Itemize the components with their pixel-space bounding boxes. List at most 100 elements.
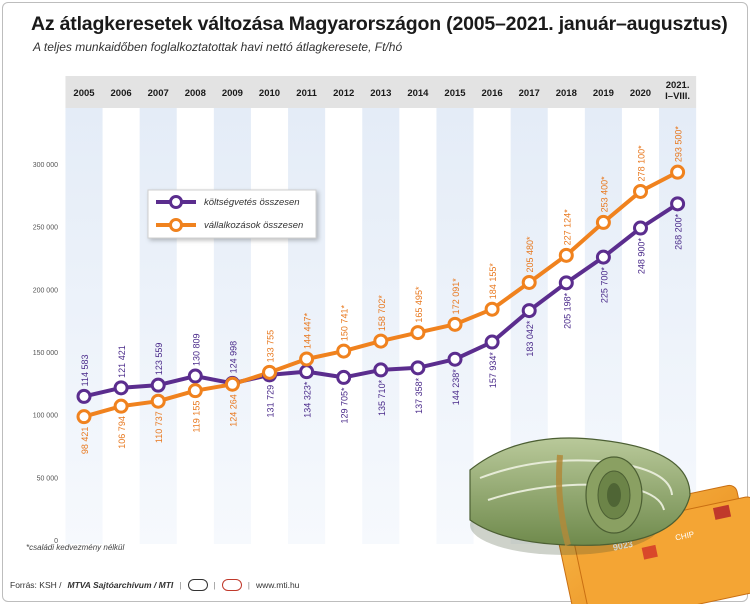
- data-point: [76, 409, 92, 425]
- website-link[interactable]: www.mti.hu: [255, 580, 300, 590]
- data-point: [187, 368, 203, 384]
- year-label: 2018: [556, 88, 577, 99]
- year-label: 2019: [593, 88, 614, 99]
- data-point: [595, 249, 611, 265]
- year-labels: 2005 2006 2007 2008 2009 2010 2011 2012 2013 2014…: [73, 80, 690, 102]
- data-label: 172 091*: [451, 278, 461, 315]
- data-point: [373, 333, 389, 349]
- series-points: [76, 164, 686, 425]
- data-point: [633, 183, 648, 199]
- data-label: 114 583: [80, 355, 90, 387]
- data-point: [670, 164, 686, 180]
- data-point: [521, 274, 537, 290]
- year-label: 2009: [222, 88, 243, 99]
- rubber-band-icon: [556, 454, 571, 546]
- year-label: 2008: [185, 88, 206, 99]
- data-point: [113, 398, 129, 414]
- data-label: 183 042*: [525, 320, 535, 357]
- data-point: [150, 393, 166, 409]
- data-point: [484, 301, 500, 317]
- data-label: 135 710*: [377, 379, 387, 416]
- data-point: [336, 369, 352, 385]
- year-label: 2014: [407, 88, 429, 99]
- year-header-background: [65, 76, 697, 108]
- data-label: 106 794: [117, 416, 127, 449]
- data-label: 150 741*: [340, 305, 350, 342]
- data-label: 157 934*: [488, 352, 498, 389]
- year-label: 2017: [519, 88, 540, 99]
- year-label: 2011: [296, 88, 317, 99]
- data-label: 205 480*: [525, 236, 535, 273]
- source-text: Forrás: KSH /: [10, 580, 62, 590]
- data-label: 130 809: [191, 334, 201, 367]
- data-labels: 114 583 121 421 123 559 130 809 124 998 131 7…: [80, 126, 684, 455]
- y-tick-label: 250 000: [33, 225, 58, 232]
- data-point: [558, 275, 574, 291]
- data-label: 121 421: [117, 345, 127, 378]
- data-point: [447, 351, 463, 367]
- data-point: [336, 343, 352, 359]
- footer-divider: |: [213, 580, 216, 590]
- mtva-logo-icon: [187, 579, 208, 591]
- y-tick-label: 200 000: [33, 287, 58, 294]
- year-label: 2020: [630, 88, 651, 99]
- y-axis: 0 50 000 100 000 150 000 200 000 250 000 300 0…: [33, 162, 58, 545]
- data-label: 124 264: [228, 394, 238, 427]
- data-point: [373, 362, 389, 378]
- data-point: [558, 247, 574, 263]
- data-label: 165 495*: [414, 286, 424, 323]
- data-label: 158 702*: [377, 295, 387, 332]
- data-point: [76, 388, 92, 404]
- data-label: 131 729: [266, 385, 276, 418]
- year-label: I–VIII.: [665, 91, 690, 102]
- legend-label-orange: vállalkozások összesen: [204, 220, 303, 231]
- legend-label-purple: költségvetés összesen: [204, 197, 300, 208]
- data-label: 225 700*: [599, 267, 609, 304]
- data-point: [150, 377, 166, 393]
- data-label: 293 500*: [674, 126, 684, 163]
- data-label: 184 155*: [488, 263, 498, 300]
- data-point: [299, 364, 315, 380]
- y-tick-label: 150 000: [33, 350, 58, 357]
- card-logo-icon: [641, 544, 658, 560]
- footer-divider: |: [179, 580, 182, 590]
- year-label: 2010: [259, 88, 280, 99]
- year-label: 2016: [482, 88, 503, 99]
- data-label: 98 421: [80, 427, 90, 455]
- data-label: 137 358*: [414, 377, 424, 414]
- data-label: 144 238*: [451, 369, 461, 406]
- data-label: 133 755: [266, 330, 276, 363]
- data-point: [113, 380, 129, 396]
- year-stripe: [362, 108, 400, 544]
- data-label: 123 559: [154, 343, 164, 376]
- year-header-band: [65, 76, 697, 108]
- y-tick-label: 0: [54, 538, 58, 545]
- data-label: 253 400*: [599, 176, 609, 213]
- data-point: [447, 316, 463, 332]
- mti-logo-icon: [221, 579, 242, 591]
- year-stripe: [65, 108, 103, 544]
- agency-name: MTVA Sajtóarchívum / MTI: [67, 580, 174, 590]
- data-label: 119 155: [191, 401, 201, 433]
- data-label: 227 124*: [562, 209, 572, 246]
- data-label: 278 100*: [637, 145, 647, 182]
- data-point: [670, 196, 686, 212]
- data-point: [633, 220, 648, 236]
- data-point: [187, 383, 203, 399]
- data-point: [410, 325, 426, 341]
- data-point: [299, 351, 315, 367]
- year-label: 2006: [111, 88, 132, 99]
- data-label: 110 737: [154, 411, 164, 443]
- year-stripe: [139, 108, 177, 544]
- year-stripe: [288, 108, 326, 544]
- data-label: 124 998: [228, 341, 238, 374]
- legend-marker-orange: [169, 218, 183, 232]
- cash-roll-icon: [469, 437, 691, 546]
- data-point: [521, 303, 537, 319]
- data-label: 144 447*: [303, 312, 313, 349]
- data-label: 129 705*: [340, 387, 350, 424]
- footer: Forrás: KSH / MTVA Sajtóarchívum / MTI |…: [10, 579, 299, 591]
- data-label: 134 323*: [303, 381, 313, 418]
- footer-divider: |: [247, 580, 250, 590]
